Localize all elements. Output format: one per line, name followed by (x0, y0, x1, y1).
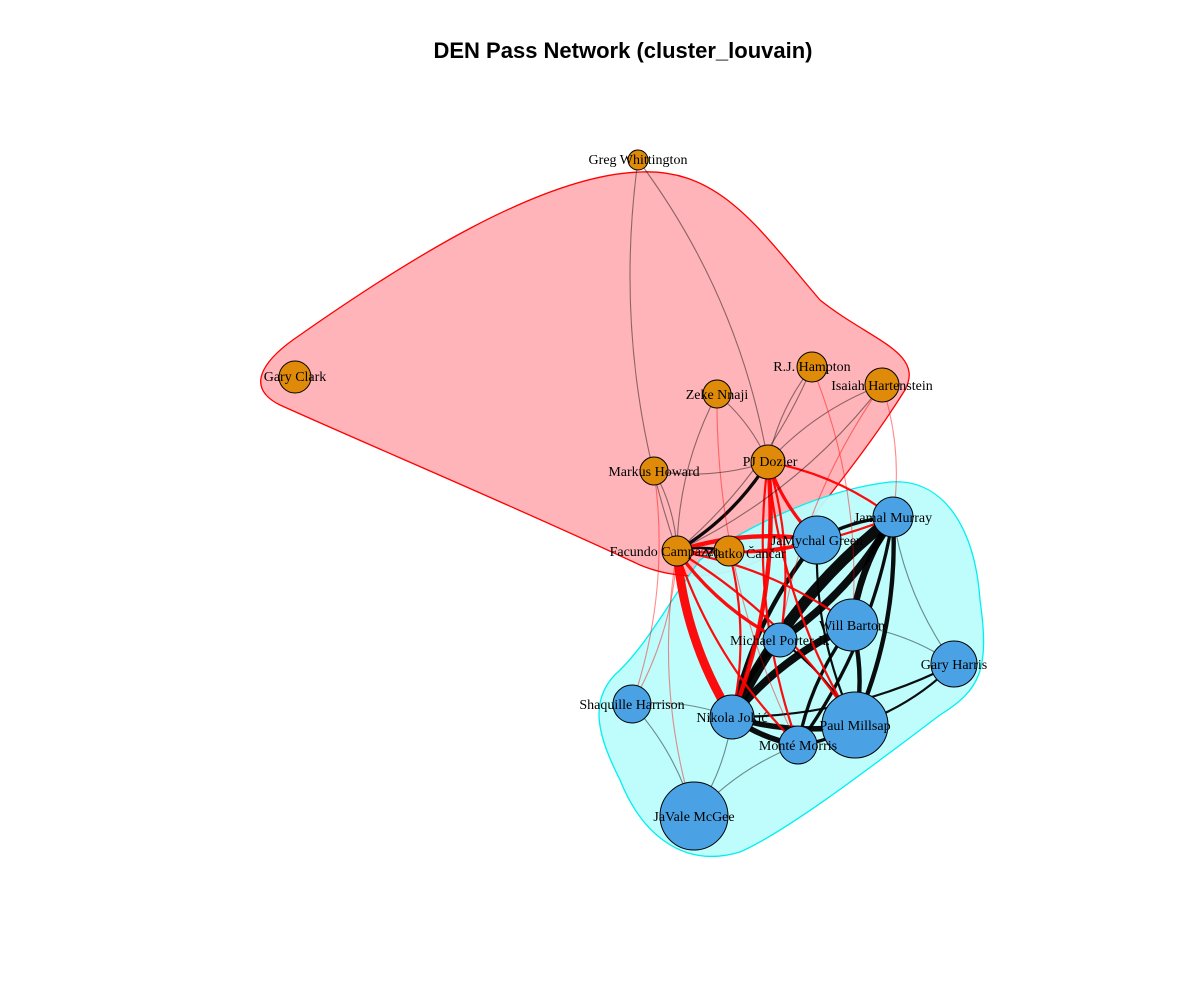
node-facundo-campazzo (661, 535, 693, 567)
node-label-facundo-campazzo: Facundo Campazzo (610, 545, 721, 560)
node-michael-porter (762, 622, 798, 658)
edge-zeke-nnaji-facundo-campazzo (676, 393, 718, 552)
node-jamychal-green (792, 515, 842, 565)
node-javale-mcgee (659, 781, 729, 851)
node-label-gary-clark: Gary Clark (264, 370, 327, 385)
node-label-isaiah-hartenstein: Isaiah Hartenstein (831, 379, 932, 394)
node-label-jamal-murray: Jamal Murray (854, 511, 932, 526)
node-label-pj-dozier: PJ Dozier (743, 455, 798, 470)
label-layer: Greg Whittington Gary Clark R.J. Hampton Is… (264, 153, 988, 825)
edge-nikola-jokic-jamychal-green (729, 537, 820, 720)
node-label-gary-harris: Gary Harris (921, 658, 987, 673)
node-label-paul-millsap: Paul Millsap (819, 719, 890, 734)
edge-pj-dozier-monte-morris (761, 460, 800, 747)
node-monte-morris (778, 725, 818, 765)
node-isaiah-hartenstein (864, 367, 900, 403)
community-hull-orange (260, 171, 910, 577)
node-vlatko-cancar (713, 535, 745, 567)
diagram-title: DEN Pass Network (cluster_louvain) (433, 38, 812, 63)
node-pj-dozier (750, 444, 786, 480)
node-layer (278, 149, 978, 851)
node-label-jamychal-green: JaMychal Green (771, 534, 863, 549)
edge-pj-dozier-paul-millsap (766, 460, 857, 727)
edge-rj-hampton-will-barton (811, 366, 855, 626)
node-nikola-jokic (709, 694, 755, 740)
node-label-javale-mcgee: JaVale McGee (653, 810, 734, 825)
node-will-barton (825, 598, 879, 652)
node-gary-clark (278, 360, 312, 394)
edge-facundo-campazzo-jamal-murray (675, 515, 895, 554)
edge-facundo-campazzo-monte-morris (675, 549, 800, 747)
edge-greg-whittington-facundo-campazzo (629, 159, 678, 552)
node-zeke-nnaji (702, 379, 732, 409)
node-label-shaquille-harrison: Shaquille Harrison (579, 698, 684, 713)
node-shaquille-harrison (612, 684, 652, 724)
node-label-vlatko-cancar: Vlatko Čančar (704, 545, 786, 562)
node-paul-millsap (821, 691, 889, 759)
edge-zeke-nnaji-monte-morris (716, 393, 799, 746)
node-gary-harris (930, 640, 978, 688)
node-label-michael-porter: Michael Porter Jr. (730, 634, 830, 649)
node-markus-howard (639, 456, 669, 486)
node-label-monte-morris: Monté Morris (759, 739, 837, 754)
node-rj-hampton (796, 351, 828, 383)
edge-facundo-campazzo-javale-mcgee (667, 550, 695, 817)
node-label-rj-hampton: R.J. Hampton (773, 360, 850, 375)
edge-markus-howard-shaquille-harrison (631, 470, 660, 705)
edge-pj-dozier-michael-porter (766, 460, 787, 642)
edge-greg-whittington-pj-dozier (637, 159, 769, 463)
node-label-greg-whittington: Greg Whittington (589, 153, 688, 168)
node-label-markus-howard: Markus Howard (608, 465, 699, 480)
node-label-will-barton: Will Barton (819, 619, 885, 634)
edge-isaiah-hartenstein-facundo-campazzo (676, 384, 883, 552)
node-label-zeke-nnaji: Zeke Nnaji (686, 388, 749, 403)
node-greg-whittington (627, 149, 649, 171)
edge-isaiah-hartenstein-michael-porter (779, 384, 883, 641)
node-label-nikola-jokic: Nikola Jokić (696, 711, 767, 726)
node-jamal-murray (872, 496, 914, 538)
